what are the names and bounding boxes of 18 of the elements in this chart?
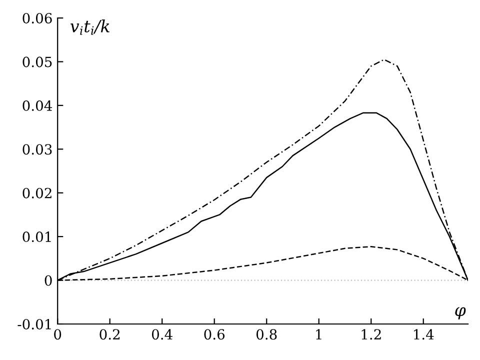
y-axis-title: v$_{i}$t$_{i}$/k <box>70 20 110 35</box>
y-tick-label: 0.02 <box>22 188 52 198</box>
x-tick-label: 0.4 <box>152 329 172 340</box>
x-tick-label: 0.6 <box>204 329 225 340</box>
y-tick-label: 0.06 <box>22 12 52 24</box>
x-tick-label: 0.8 <box>256 329 277 340</box>
x-tick-label: 0.2 <box>100 329 120 340</box>
x-tick-label: 0 <box>54 329 62 340</box>
x-axis-title: φ <box>455 307 466 320</box>
y-tick-label: 0 <box>44 275 52 286</box>
x-tick-label: 1 <box>316 329 322 340</box>
y-tick-label: 0.01 <box>22 232 51 242</box>
y-tick-label: 0.03 <box>22 144 52 155</box>
y-tick-label: 0.04 <box>22 100 52 111</box>
y-tick-label: 0.05 <box>22 56 52 68</box>
x-tick-label: 1.4 <box>414 329 434 340</box>
y-tick-label: -0.01 <box>18 318 51 330</box>
x-tick-label: 1.2 <box>362 329 381 340</box>
